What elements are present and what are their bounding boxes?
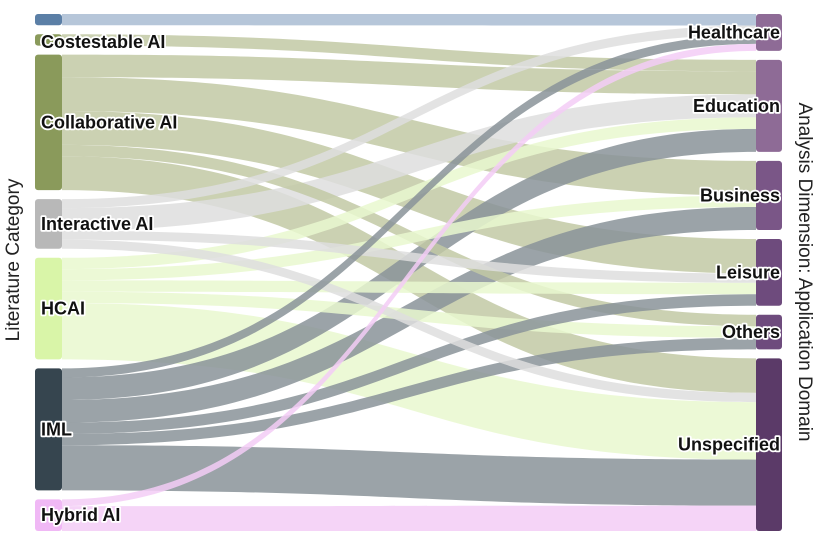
- link-hcai-education: [62, 117, 756, 270]
- target-label-others: Others: [722, 322, 780, 342]
- target-label-healthcare: Healthcare: [688, 22, 780, 42]
- link-interactive-education: [62, 94, 756, 231]
- sankey-links: [62, 14, 756, 531]
- source-label-collaborative: Collaborative AI: [41, 112, 177, 132]
- link-top-healthcare: [62, 14, 756, 26]
- link-collaborative-education: [62, 54, 756, 95]
- target-node-education: [756, 59, 782, 152]
- target-label-education: Education: [693, 96, 780, 116]
- link-iml-leisure: [62, 294, 756, 434]
- link-iml-education: [62, 128, 756, 401]
- link-interactive-unspecified: [62, 239, 756, 403]
- link-hybrid-healthcare: [62, 43, 756, 507]
- target-label-unspecified: Unspecified: [678, 435, 780, 455]
- link-hybrid-unspecified: [62, 505, 756, 531]
- target-node-leisure: [756, 239, 782, 306]
- left-axis-title: Literature Category: [3, 178, 24, 341]
- link-hcai-others: [62, 291, 756, 338]
- source-label-iml: IML: [41, 419, 72, 439]
- source-label-hcai: HCAI: [41, 299, 85, 319]
- source-node-collaborative: [35, 54, 62, 191]
- link-interactive-healthcare: [62, 25, 756, 209]
- source-node-interactive: [35, 199, 62, 249]
- source-node-iml: [35, 368, 62, 491]
- link-interactive-leisure: [62, 230, 756, 283]
- source-node-hybrid: [35, 499, 62, 531]
- link-iml-healthcare: [62, 34, 756, 378]
- source-label-hybrid: Hybrid AI: [41, 505, 120, 525]
- source-label-costestable: Costestable AI: [41, 32, 165, 52]
- target-node-business: [756, 160, 782, 231]
- target-node-others: [756, 314, 782, 350]
- target-label-business: Business: [700, 185, 780, 205]
- source-node-costestable: [35, 34, 62, 46]
- link-hcai-leisure: [62, 280, 756, 295]
- link-costestable-education: [62, 34, 756, 72]
- sankey-nodes: [35, 14, 782, 531]
- target-node-healthcare: [756, 14, 782, 51]
- source-node-hcai: [35, 257, 62, 360]
- link-iml-others: [62, 337, 756, 446]
- target-label-leisure: Leisure: [716, 262, 780, 282]
- source-label-interactive: Interactive AI: [41, 214, 153, 234]
- link-iml-unspecified: [62, 445, 756, 506]
- target-node-unspecified: [756, 358, 782, 531]
- right-axis-title: Analysis Dimension: Application Domain: [794, 103, 815, 442]
- sankey-labels: Costestable AI Collaborative AI Interactiv…: [39, 21, 782, 527]
- source-node-top: [35, 14, 62, 26]
- link-hcai-business: [62, 195, 756, 281]
